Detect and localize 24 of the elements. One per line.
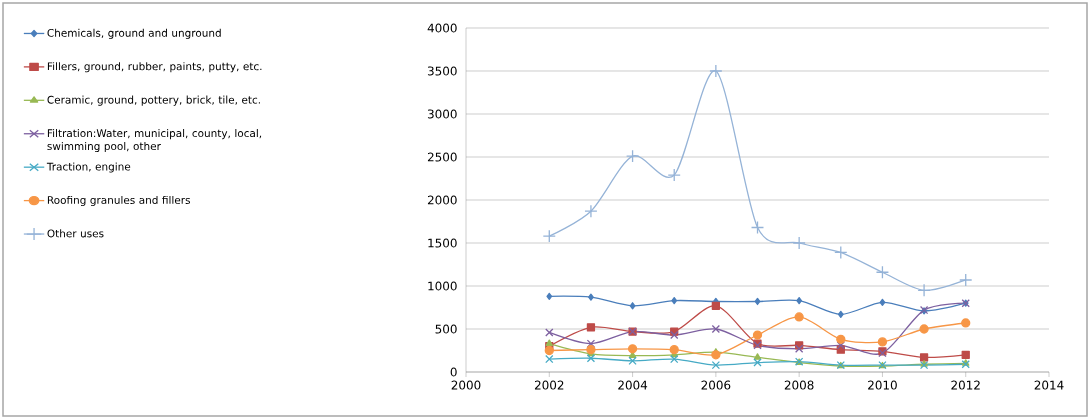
y-tick-label: 3000 [427, 109, 457, 119]
legend-label: Fillers, ground, rubber, paints, putty, etc. [47, 62, 262, 73]
legend-label: Filtration:Water, municipal, county, local, swimming pool, other [47, 129, 262, 153]
legend-label: Ceramic, ground, pottery, brick, tile, etc. [47, 95, 260, 106]
x-tick-label: 2002 [534, 380, 564, 390]
legend-label: Roofing granules and fillers [47, 195, 190, 206]
y-tick-label: 2500 [427, 152, 457, 162]
x-tick-label: 2010 [868, 380, 897, 390]
y-tick-label: 500 [435, 324, 457, 334]
y-tick-label: 2000 [427, 195, 457, 205]
y-tick-label: 3500 [427, 66, 457, 76]
x-tick-label: 2012 [951, 380, 980, 390]
x-tick-label: 2006 [701, 380, 731, 390]
x-tick-label: 2004 [618, 380, 648, 390]
y-tick-label: 4000 [427, 23, 457, 33]
y-tick-label: 1500 [428, 238, 457, 248]
x-tick-label: 2014 [1034, 380, 1064, 390]
x-tick-label: 2008 [784, 380, 814, 390]
legend-label: Chemicals, ground and unground [47, 28, 221, 39]
y-tick-label: 1000 [428, 281, 457, 291]
legend-label: Traction, engine [46, 162, 131, 173]
x-tick-label: 2000 [451, 380, 481, 390]
legend-label: Other uses [47, 229, 104, 238]
y-tick-label: 0 [450, 367, 457, 377]
